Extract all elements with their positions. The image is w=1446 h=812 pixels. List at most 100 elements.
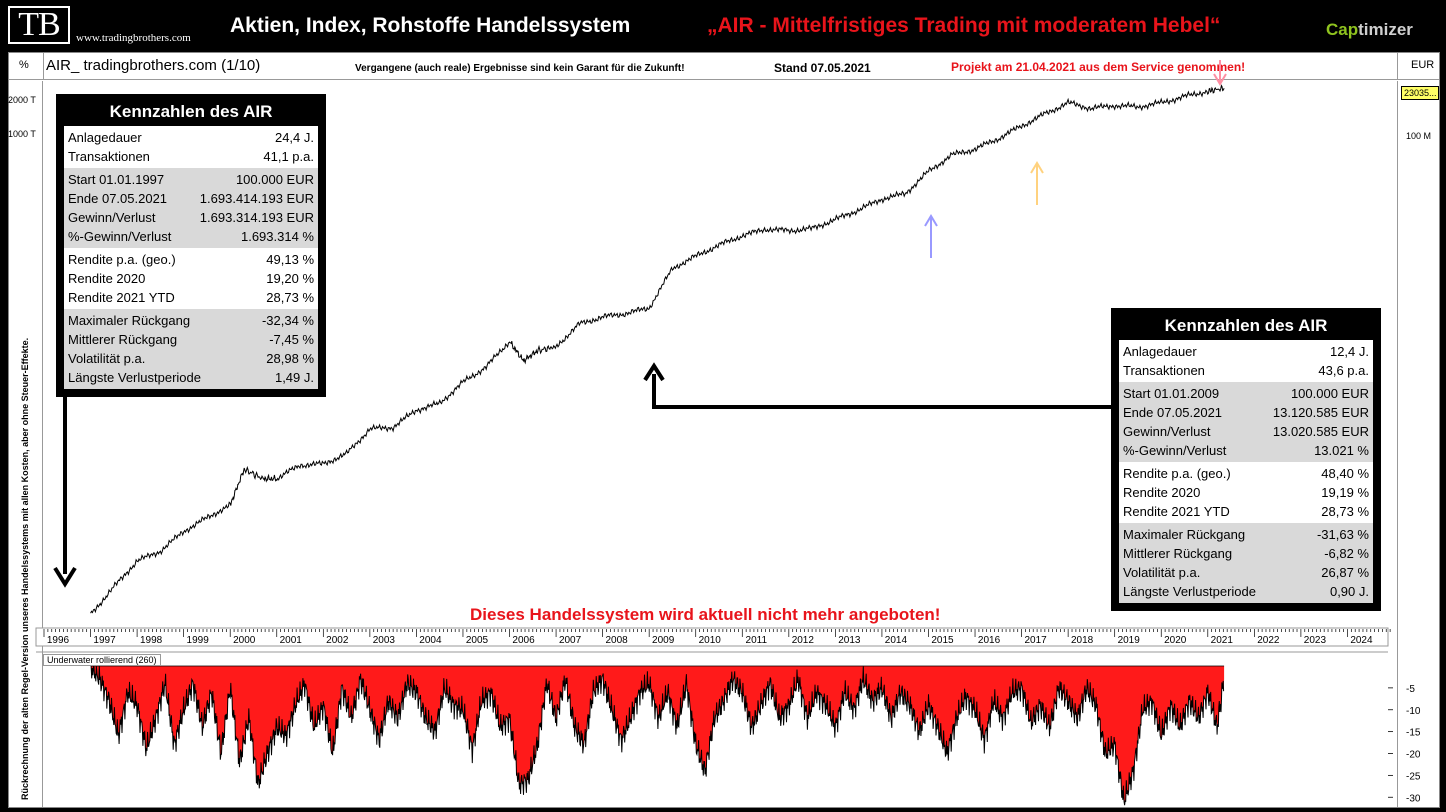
x-tick-label: 2024 <box>1350 635 1373 646</box>
kennzahlen-row: Längste Verlustperiode 1,49 J. <box>64 368 318 387</box>
kennzahlen-value: 19,20 % <box>266 271 314 286</box>
kennzahlen-row: Rendite 2021 YTD 28,73 % <box>1119 502 1373 521</box>
kennzahlen-row: Längste Verlustperiode 0,90 J. <box>1119 582 1373 601</box>
kennzahlen-label: Anlagedauer <box>1123 344 1197 359</box>
kennzahlen-row: Ende 07.05.2021 13.120.585 EUR <box>1119 403 1373 422</box>
kennzahlen-value: 0,90 J. <box>1329 584 1369 599</box>
x-tick-label: 2012 <box>792 635 815 646</box>
kennzahlen-label: Start 01.01.1997 <box>68 172 165 187</box>
kennzahlen-value: 13.120.585 EUR <box>1272 405 1369 420</box>
underwater-tick-label: -15 <box>1406 728 1421 739</box>
kennzahlen-label: Mittlerer Rückgang <box>68 332 178 347</box>
kennzahlen-value: 13.021 % <box>1314 443 1369 458</box>
kennzahlen-value: 100.000 EUR <box>235 172 314 187</box>
underwater-tick-label: -20 <box>1406 750 1421 761</box>
kennzahlen-value: 1.693.314.193 EUR <box>199 210 314 225</box>
kennzahlen-row: Start 01.01.2009 100.000 EUR <box>1119 384 1373 403</box>
x-tick-label: 2014 <box>885 635 908 646</box>
instrument-name[interactable]: AIR_ tradingbrothers.com (1/10) <box>46 57 261 74</box>
x-axis-strip <box>35 627 1389 647</box>
kennzahlen-section: Maximaler Rückgang -32,34 % Mittlerer Rück… <box>64 309 318 389</box>
kennzahlen-title: Kennzahlen des AIR <box>1164 316 1328 335</box>
kennzahlen-section: Rendite p.a. (geo.) 49,13 % Rendite 2020 19… <box>64 248 318 309</box>
kennzahlen-box-right: Kennzahlen des AIR Anlagedauer 12,4 J. Tra… <box>1111 308 1381 611</box>
kennzahlen-label: Rendite p.a. (geo.) <box>1123 466 1231 481</box>
x-tick-label: 2005 <box>466 635 489 646</box>
stand-date: Stand 07.05.2021 <box>774 61 871 75</box>
kennzahlen-row: Rendite p.a. (geo.) 49,13 % <box>64 250 318 269</box>
brand-cap: Cap <box>1326 20 1359 39</box>
kennzahlen-row: Mittlerer Rückgang -6,82 % <box>1119 544 1373 563</box>
kennzahlen-section: Start 01.01.1997 100.000 EUR Ende 07.05.20… <box>64 168 318 248</box>
kennzahlen-value: 26,87 % <box>1321 565 1369 580</box>
kennzahlen-row: Transaktionen 41,1 p.a. <box>64 147 318 166</box>
kennzahlen-section: Anlagedauer 12,4 J. Transaktionen 43,6 p.a. <box>1119 340 1373 382</box>
kennzahlen-label: Transaktionen <box>68 149 150 164</box>
x-tick-label: 2011 <box>746 635 768 646</box>
kennzahlen-row: Mittlerer Rückgang -7,45 % <box>64 330 318 349</box>
kennzahlen-label: Gewinn/Verlust <box>68 210 156 225</box>
kennzahlen-row: Volatilität p.a. 26,87 % <box>1119 563 1373 582</box>
kennzahlen-value: 12,4 J. <box>1329 344 1369 359</box>
y-left-tick: 1000 T <box>8 129 36 139</box>
kennzahlen-value: -7,45 % <box>269 332 314 347</box>
captimizer-brand: Captimizer <box>1326 20 1413 40</box>
x-tick-label: 2018 <box>1071 635 1094 646</box>
kennzahlen-value: 28,98 % <box>266 351 314 366</box>
kennzahlen-table: Anlagedauer 24,4 J. Transaktionen 41,1 p.a.… <box>64 126 318 389</box>
kennzahlen-row: Maximaler Rückgang -31,63 % <box>1119 525 1373 544</box>
page-subtitle: „AIR - Mittelfristiges Trading mit moder… <box>707 14 1221 37</box>
right-unit-label: EUR <box>1411 59 1435 71</box>
x-tick-label: 2003 <box>373 635 396 646</box>
kennzahlen-row: %-Gewinn/Verlust 13.021 % <box>1119 441 1373 460</box>
kennzahlen-label: Rendite 2020 <box>1123 485 1201 500</box>
brand-rest: timizer <box>1358 20 1413 39</box>
left-axis-panel <box>9 81 43 807</box>
kennzahlen-value: 49,13 % <box>266 252 314 267</box>
underwater-tick-label: -30 <box>1406 793 1421 804</box>
x-tick-label: 2002 <box>326 635 349 646</box>
kennzahlen-row: Start 01.01.1997 100.000 EUR <box>64 170 318 189</box>
kennzahlen-value: 41,1 p.a. <box>263 149 314 164</box>
kennzahlen-value: 24,4 J. <box>274 130 314 145</box>
x-tick-label: 2015 <box>931 635 954 646</box>
kennzahlen-label: Längste Verlustperiode <box>68 370 201 385</box>
kennzahlen-row: Volatilität p.a. 28,98 % <box>64 349 318 368</box>
y-left-tick: 2000 T <box>8 95 36 105</box>
underwater-tick-label: -10 <box>1406 706 1421 717</box>
kennzahlen-label: %-Gewinn/Verlust <box>1123 443 1227 458</box>
kennzahlen-value: -31,63 % <box>1316 527 1369 542</box>
kennzahlen-value: 1.693.414.193 EUR <box>199 191 314 206</box>
kennzahlen-value: 100.000 EUR <box>1290 386 1369 401</box>
x-tick-label: 2000 <box>233 635 256 646</box>
kennzahlen-value: -32,34 % <box>261 313 314 328</box>
kennzahlen-section: Rendite p.a. (geo.) 48,40 % Rendite 2020 19… <box>1119 462 1373 523</box>
kennzahlen-value: 1,49 J. <box>274 370 314 385</box>
kennzahlen-label: Ende 07.05.2021 <box>68 191 168 206</box>
kennzahlen-value: -6,82 % <box>1324 546 1369 561</box>
kennzahlen-label: %-Gewinn/Verlust <box>68 229 172 244</box>
kennzahlen-label: Gewinn/Verlust <box>1123 424 1211 439</box>
underwater-tick-label: -5 <box>1406 684 1415 695</box>
site-url: www.tradingbrothers.com <box>76 32 191 44</box>
kennzahlen-label: Start 01.01.2009 <box>1123 386 1220 401</box>
kennzahlen-row: Rendite 2021 YTD 28,73 % <box>64 288 318 307</box>
kennzahlen-value: 19,19 % <box>1321 485 1369 500</box>
kennzahlen-section: Anlagedauer 24,4 J. Transaktionen 41,1 p.a. <box>64 126 318 168</box>
last-value-badge: 23035... <box>1401 86 1439 100</box>
kennzahlen-label: Maximaler Rückgang <box>68 313 191 328</box>
kennzahlen-label: Rendite p.a. (geo.) <box>68 252 176 267</box>
kennzahlen-row: Gewinn/Verlust 13.020.585 EUR <box>1119 422 1373 441</box>
kennzahlen-section: Maximaler Rückgang -31,63 % Mittlerer Rück… <box>1119 523 1373 603</box>
equity-line <box>90 84 1225 614</box>
kennzahlen-value: 48,40 % <box>1321 466 1369 481</box>
kennzahlen-value: 1.693.314 % <box>240 229 314 244</box>
kennzahlen-label: Maximaler Rückgang <box>1123 527 1246 542</box>
kennzahlen-row: Rendite p.a. (geo.) 48,40 % <box>1119 464 1373 483</box>
arrow-head-icon <box>1030 161 1044 174</box>
arrow-head-icon <box>1213 73 1227 86</box>
kennzahlen-table: Anlagedauer 12,4 J. Transaktionen 43,6 p.a.… <box>1119 340 1373 603</box>
x-tick-label: 2006 <box>512 635 535 646</box>
